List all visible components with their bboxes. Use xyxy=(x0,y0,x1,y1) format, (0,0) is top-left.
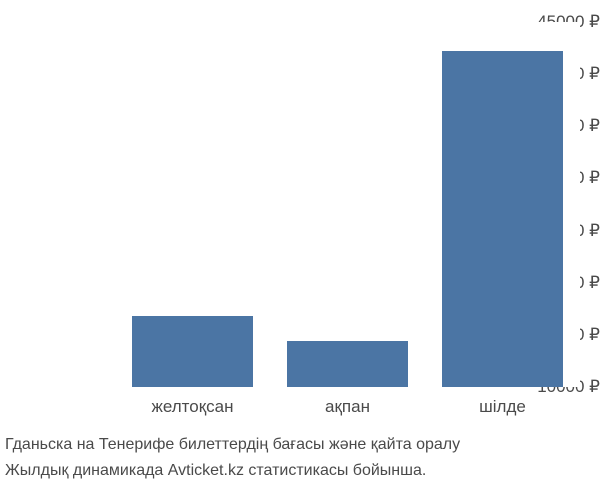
bar xyxy=(442,51,563,387)
bar xyxy=(287,341,408,387)
x-tick-label: ақпан xyxy=(325,397,370,417)
caption-line-1: Гданьска на Тенерифе билеттердің бағасы … xyxy=(5,436,460,454)
plot-area xyxy=(115,22,580,387)
bar xyxy=(132,316,253,387)
x-tick-label: шілде xyxy=(479,397,526,417)
x-tick-label: желтоқсан xyxy=(151,397,233,417)
caption-line-2: Жылдық динамикада Avticket.kz статистика… xyxy=(5,462,426,480)
price-chart: 10000 ₽15000 ₽20000 ₽25000 ₽30000 ₽35000… xyxy=(0,0,600,500)
